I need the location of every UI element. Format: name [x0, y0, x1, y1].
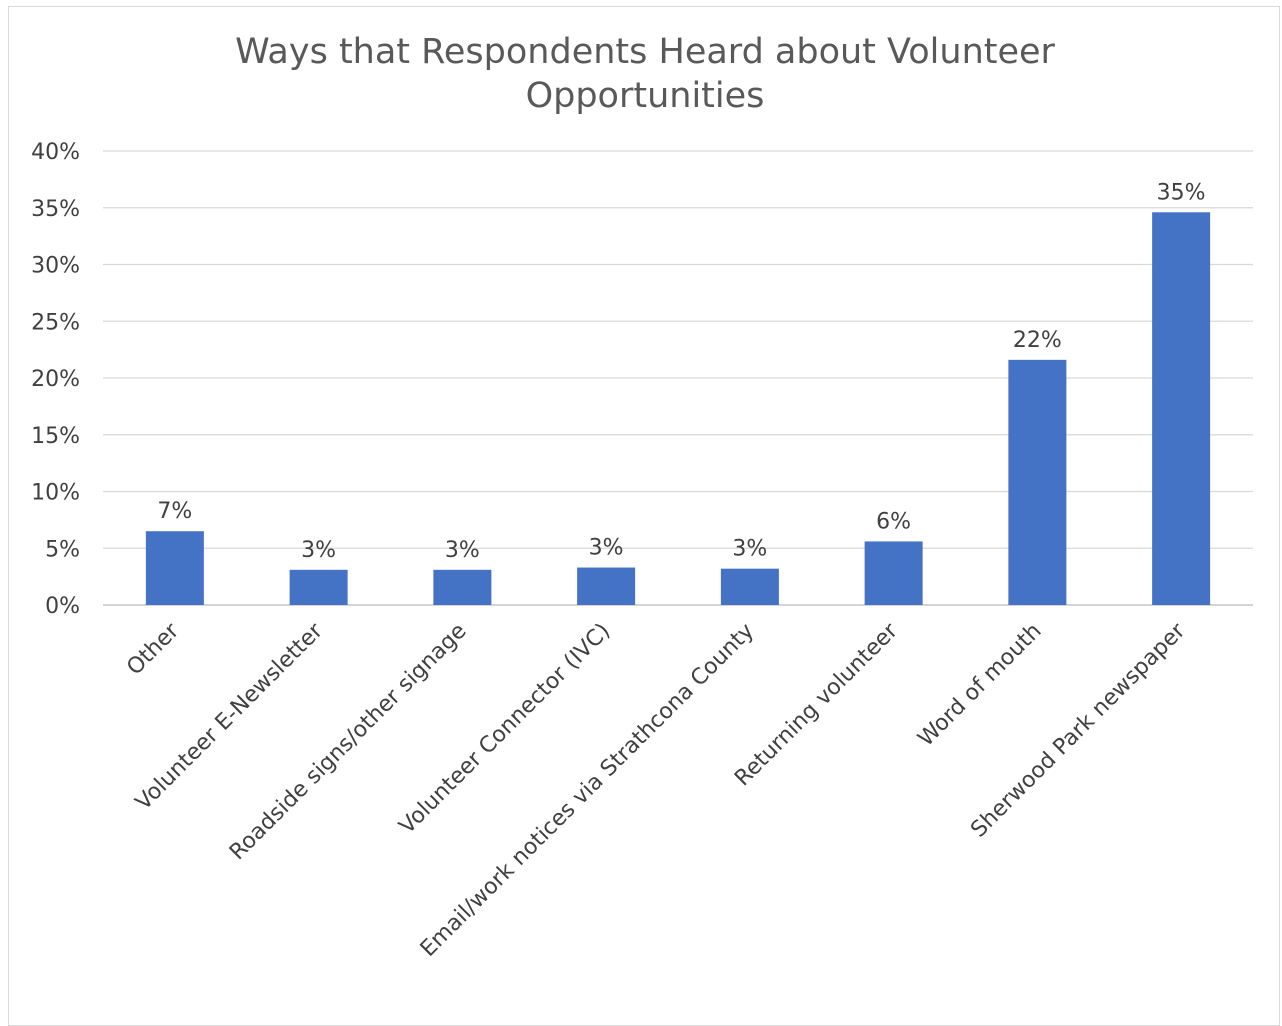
- data-label: 3%: [301, 538, 336, 563]
- x-category-label: Word of mouth: [914, 619, 1047, 752]
- bar: [145, 531, 204, 605]
- data-labels: 7% 3% 3% 3% 3% 6% 22% 35%: [157, 180, 1205, 563]
- chart-title: Ways that Respondents Heard about Volunt…: [235, 32, 1055, 116]
- bar: [433, 569, 492, 605]
- chart-frame: [8, 6, 1280, 1026]
- bars: [145, 212, 1211, 606]
- y-tick-label: 30%: [31, 254, 80, 279]
- y-tick-label: 25%: [31, 310, 80, 335]
- data-label: 22%: [1013, 328, 1062, 353]
- y-tick-label: 40%: [31, 140, 80, 165]
- data-label: 3%: [732, 537, 767, 562]
- y-tick-label: 10%: [31, 481, 80, 506]
- y-tick-label: 0%: [45, 594, 80, 619]
- bar: [720, 568, 779, 605]
- bar: [577, 567, 636, 605]
- data-label: 3%: [445, 538, 480, 563]
- data-label: 7%: [157, 499, 192, 524]
- y-axis-tick-labels: 0% 5% 10% 15% 20% 25% 30% 35% 40%: [31, 140, 80, 619]
- x-category-label: Roadside signs/other signage: [225, 619, 472, 866]
- data-label: 6%: [876, 509, 911, 534]
- y-tick-label: 35%: [31, 197, 80, 222]
- bar: [1008, 359, 1067, 605]
- x-category-label: Other: [122, 618, 185, 681]
- bar: [1152, 212, 1211, 606]
- gridlines: [103, 150, 1253, 606]
- y-tick-label: 5%: [45, 537, 80, 562]
- data-label: 35%: [1157, 180, 1206, 205]
- bar: [864, 541, 923, 605]
- y-tick-label: 15%: [31, 424, 80, 449]
- y-tick-label: 20%: [31, 367, 80, 392]
- x-category-label: Email/work notices via Strathcona County: [416, 619, 759, 962]
- data-label: 3%: [589, 536, 624, 561]
- x-category-label: Returning volunteer: [730, 618, 903, 791]
- bar: [289, 569, 348, 605]
